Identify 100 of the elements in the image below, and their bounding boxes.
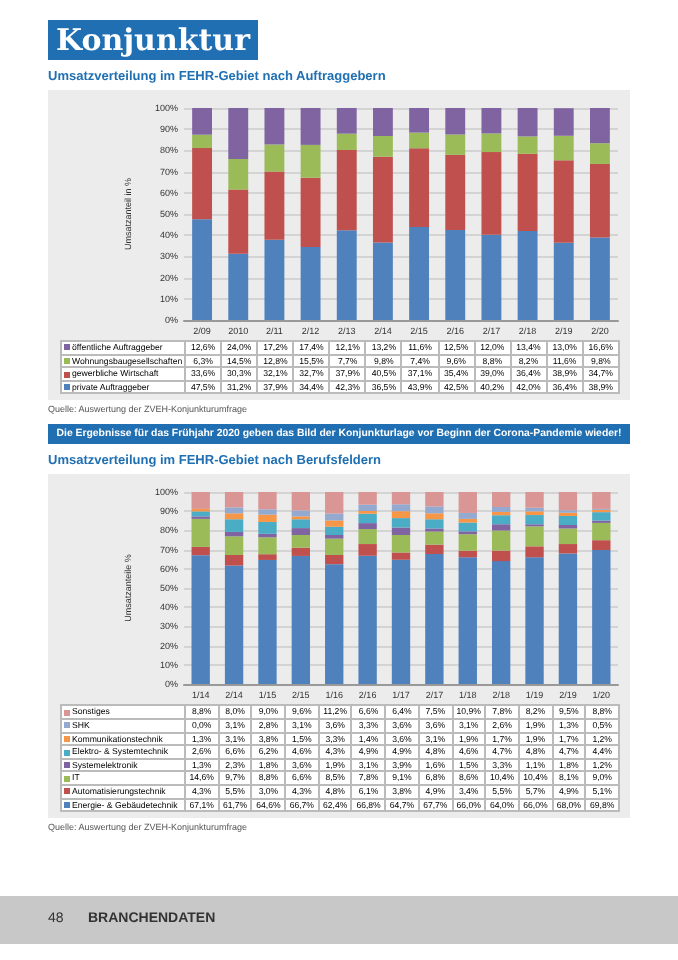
bar — [192, 219, 213, 320]
bar — [409, 148, 430, 227]
bar — [372, 135, 393, 157]
bar — [458, 551, 477, 559]
bar — [358, 514, 377, 524]
bar — [325, 564, 344, 685]
bar — [224, 514, 244, 521]
bar — [258, 554, 277, 561]
bar — [258, 510, 277, 516]
bar — [425, 554, 444, 685]
bar — [264, 239, 285, 320]
bar — [589, 237, 610, 320]
bar — [291, 528, 311, 536]
bar — [391, 560, 411, 685]
bar — [224, 566, 244, 685]
bar — [445, 134, 466, 155]
bar — [409, 226, 430, 320]
bar — [491, 492, 511, 508]
bar — [264, 108, 285, 145]
bar — [300, 108, 321, 145]
bar — [391, 492, 411, 506]
bar — [553, 135, 574, 161]
bar — [192, 134, 213, 149]
bar — [358, 544, 377, 557]
bar — [481, 152, 502, 235]
bar — [553, 160, 574, 243]
bar — [558, 544, 578, 555]
bar — [458, 534, 477, 552]
bar — [291, 511, 311, 518]
bar — [525, 527, 544, 548]
bar — [425, 532, 444, 546]
bar — [224, 492, 244, 509]
bar — [445, 108, 466, 135]
bar — [191, 555, 210, 685]
bar — [558, 554, 578, 685]
bar — [258, 522, 277, 535]
bar — [391, 505, 411, 512]
bar — [425, 545, 444, 555]
bar — [589, 143, 610, 164]
bar — [372, 108, 393, 136]
bar — [191, 519, 210, 548]
chart-title: Konjunktur — [48, 20, 258, 60]
bar — [336, 149, 357, 231]
bar — [425, 520, 444, 530]
bar — [300, 177, 321, 248]
bar — [258, 560, 277, 685]
bar — [391, 528, 411, 536]
bar — [325, 521, 344, 528]
bar — [291, 535, 311, 549]
bar — [264, 144, 285, 172]
bar — [589, 108, 610, 144]
bar — [325, 539, 344, 556]
bar — [358, 529, 377, 545]
bar — [481, 133, 502, 153]
bar — [491, 515, 511, 526]
bar — [336, 230, 357, 320]
bar — [224, 555, 244, 567]
bar — [517, 230, 538, 320]
bar — [300, 144, 321, 178]
bar — [358, 492, 377, 506]
bar — [592, 540, 611, 551]
bar — [291, 548, 311, 557]
bar — [228, 158, 249, 190]
bar — [517, 108, 538, 137]
bar — [391, 535, 411, 554]
bar — [391, 553, 411, 561]
bar — [445, 229, 466, 320]
bar — [291, 556, 311, 685]
bar — [425, 514, 444, 521]
bar — [391, 511, 411, 519]
bar — [553, 242, 574, 320]
bar — [336, 108, 357, 134]
bar — [372, 156, 393, 243]
bar — [228, 189, 249, 254]
bar — [525, 515, 544, 526]
bar — [228, 253, 249, 320]
bar — [553, 108, 574, 136]
bar — [291, 492, 311, 512]
bar — [491, 561, 511, 685]
bar — [192, 108, 213, 135]
bar — [458, 513, 477, 520]
bar — [258, 492, 277, 511]
bar — [481, 108, 502, 134]
bar — [425, 492, 444, 508]
bar — [525, 558, 544, 685]
bar — [336, 133, 357, 150]
bar — [525, 547, 544, 559]
bar — [224, 537, 244, 556]
bar — [592, 512, 611, 522]
bar — [409, 132, 430, 149]
bar — [558, 492, 578, 511]
bar — [224, 520, 244, 533]
bar — [481, 234, 502, 320]
bar — [445, 154, 466, 230]
bar — [491, 525, 511, 532]
bar — [491, 507, 511, 513]
bar — [358, 556, 377, 685]
bar — [425, 507, 444, 515]
bar — [228, 108, 249, 159]
bar — [517, 153, 538, 231]
